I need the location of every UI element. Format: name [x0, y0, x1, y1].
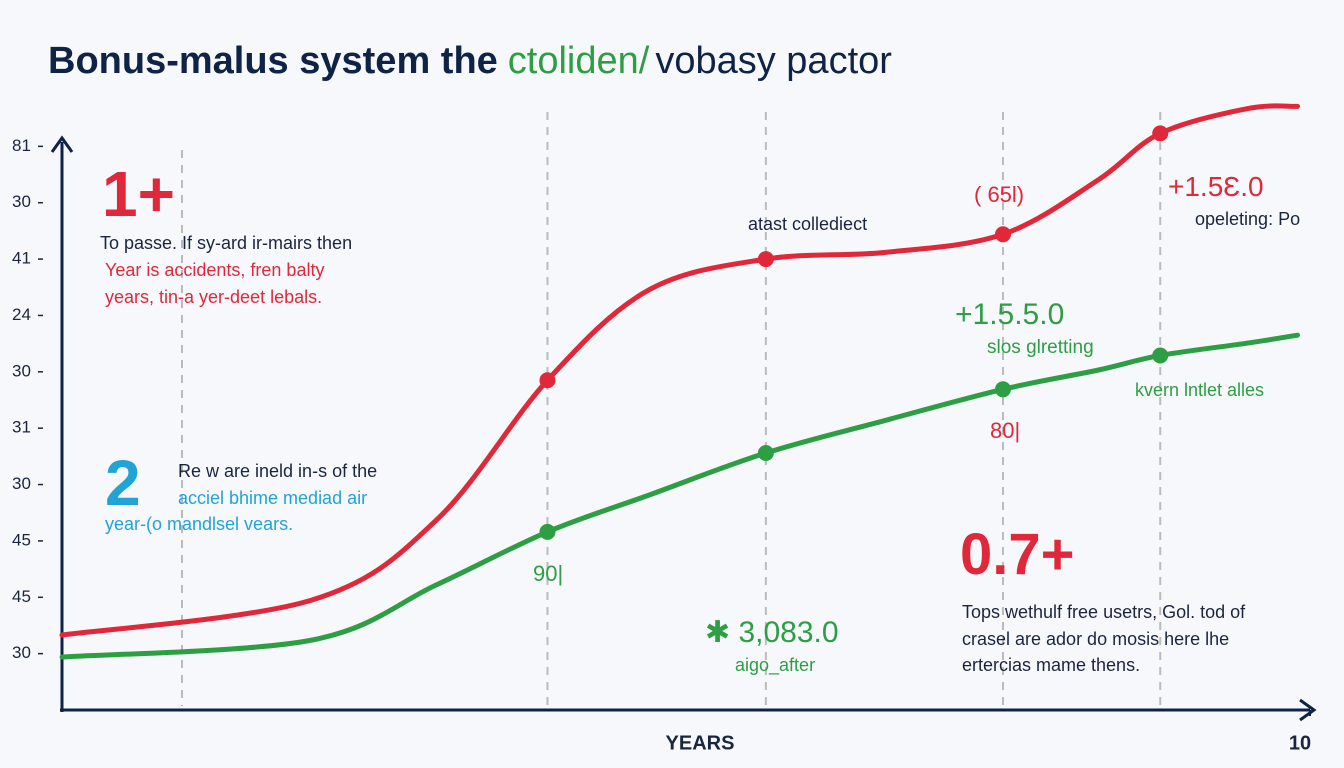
annotation: Tops wethulf free usetrs, Gol. tod of: [962, 602, 1246, 622]
annotation: 1+: [102, 158, 175, 230]
x-axis-arrow: [1299, 698, 1317, 722]
annotation: +1.5.5.0: [955, 298, 1065, 331]
annotation: 90|: [533, 561, 564, 586]
annotation: +1.5Ɛ.0: [1168, 171, 1264, 202]
point: [757, 251, 774, 268]
annotation: Year is accidents, fren balty: [105, 260, 325, 280]
y-tick-label: 45: [12, 587, 31, 606]
annotation: aigo_after: [735, 655, 816, 675]
annotation: ( 65l): [974, 182, 1025, 207]
point: [1152, 125, 1169, 142]
annotation: 80|: [990, 418, 1021, 443]
y-tick-label: 30: [12, 361, 31, 380]
annotation: atast collediect: [748, 214, 868, 234]
point: [994, 226, 1011, 243]
y-axis-arrow: [50, 135, 74, 153]
chart-title: Bonus-malus system the ctoliden/vobasy pa…: [48, 40, 902, 83]
point: [757, 444, 774, 461]
annotation: To passe. If sy-ard ir-mairs then: [100, 233, 353, 253]
y-tick-label: 41: [12, 249, 31, 268]
annotation: crasel are ador do mosis here lhe: [962, 629, 1230, 649]
y-tick-label: 30: [12, 474, 31, 493]
point: [994, 381, 1011, 398]
y-tick-label: 30: [12, 643, 31, 662]
title-part: Bonus-malus system the: [48, 40, 498, 82]
y-tick-label: 30: [12, 192, 31, 211]
line: [59, 103, 1301, 638]
title-part: ctoliden/: [507, 40, 650, 82]
annotation: year-(o mandlsel vears.: [105, 514, 294, 534]
annotation: ✱ 3,083.0: [705, 616, 839, 649]
annotation: Re w are ineld in-s of the: [178, 461, 378, 481]
point: [539, 372, 556, 389]
y-tick-label: 24: [12, 305, 31, 324]
y-tick-label: 31: [12, 418, 31, 437]
annotation: acciel bhime mediad air: [178, 488, 368, 508]
annotation: ertercias mame thens.: [962, 655, 1141, 675]
annotation: kvern lntlet alles: [1135, 380, 1265, 400]
y-tick-label: 81: [12, 136, 31, 155]
point: [539, 523, 556, 540]
annotation: slos glretting: [987, 337, 1094, 358]
annotation: years, tin-a yer-deet lebals.: [105, 287, 323, 307]
point: [1152, 347, 1169, 364]
title-part: vobasy pactor: [655, 40, 892, 82]
x-axis-label: YEARS: [666, 732, 735, 754]
annotation: 0.7+: [960, 522, 1075, 587]
annotation: opeleting: Po: [1195, 209, 1301, 229]
x-tick-label: 10: [1289, 732, 1311, 754]
y-tick-label: 45: [12, 530, 31, 549]
annotation: 2: [105, 447, 141, 519]
